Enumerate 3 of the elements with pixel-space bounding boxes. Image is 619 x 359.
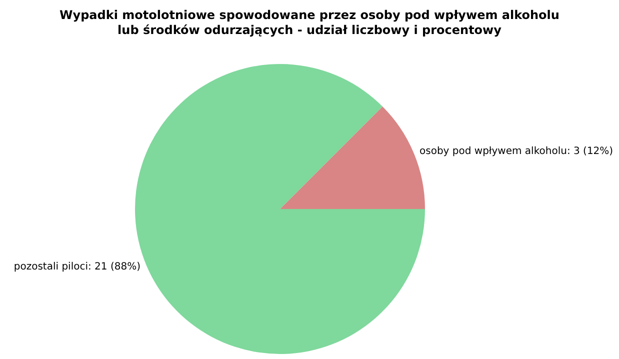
slice-label: pozostali piloci: 21 (88%) [14,261,141,272]
slice-label: osoby pod wpływem alkoholu: 3 (12%) [420,146,614,157]
chart-title: Wypadki motolotniowe spowodowane przez osoby pod wpływem alkoholu lub środków odurzających - udział liczbowy i procentowy [58,8,560,38]
